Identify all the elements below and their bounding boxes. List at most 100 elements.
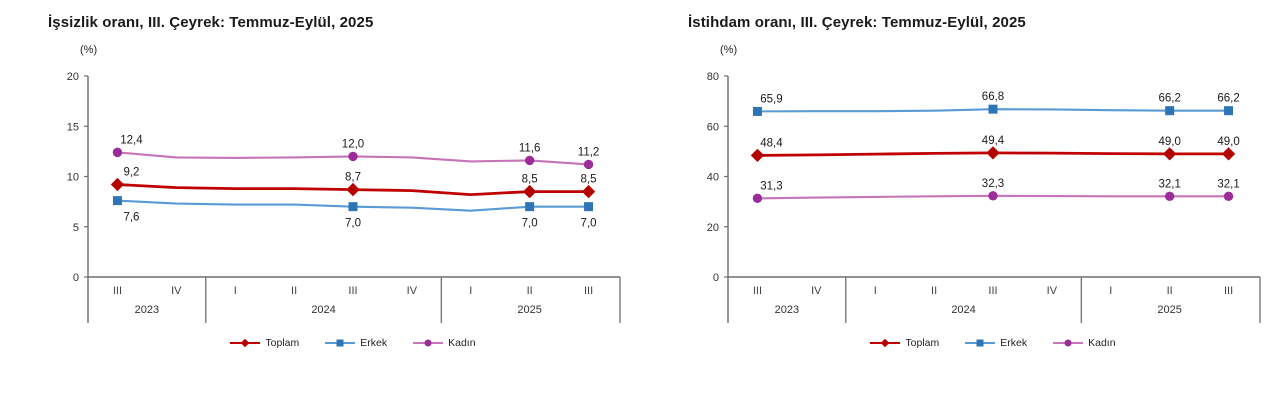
y-axis-unit-label: (%) <box>720 44 737 56</box>
data-point-kadın-label: 31,3 <box>760 180 782 192</box>
data-point-kadın-label: 11,2 <box>578 146 600 158</box>
data-point-toplam-label: 8,5 <box>522 174 538 186</box>
x-tick-label: II <box>527 285 533 297</box>
data-point-erkek-label: 7,0 <box>522 218 538 230</box>
x-tick-label: I <box>1109 285 1112 297</box>
data-point-erkek-marker <box>112 196 122 206</box>
legend-item-kadın: Kadın <box>413 337 476 349</box>
legend-label: Erkek <box>360 337 388 349</box>
data-point-toplam-label: 9,2 <box>123 167 139 179</box>
y-tick-label: 40 <box>707 172 719 184</box>
data-point-toplam-marker <box>750 148 765 163</box>
data-point-kadın-label: 32,3 <box>982 178 1004 190</box>
data-point-erkek-marker <box>525 202 535 212</box>
data-point-erkek-label: 7,0 <box>581 218 597 230</box>
data-point-erkek-marker <box>752 106 762 116</box>
y-tick-label: 0 <box>73 272 79 284</box>
diamond-marker-icon <box>881 338 890 348</box>
chart-title-unemployment: İşsizlik oranı, III. Çeyrek: Temmuz-Eylü… <box>48 14 374 31</box>
x-tick-label: I <box>874 285 877 297</box>
chart-legend: Toplam Erkek Kadın <box>728 337 1258 349</box>
x-tick-label: IV <box>407 285 418 297</box>
x-tick-label: I <box>469 285 472 297</box>
data-point-toplam-marker <box>523 184 537 199</box>
legend-circle-icon <box>1053 339 1084 347</box>
data-point-erkek-marker <box>584 202 594 212</box>
legend-item-toplam: Toplam <box>870 337 939 349</box>
year-label: 2024 <box>951 304 975 316</box>
circle-marker-icon <box>1064 339 1072 347</box>
legend-label: Kadın <box>448 337 476 349</box>
legend-item-erkek: Erkek <box>965 337 1027 349</box>
x-tick-label: IV <box>811 285 822 297</box>
data-point-toplam-label: 8,5 <box>581 174 597 186</box>
data-point-erkek-label: 66,2 <box>1158 93 1180 105</box>
employment-rate-chart: İstihdam oranı, III. Çeyrek: Temmuz-Eylü… <box>640 0 1280 405</box>
y-tick-label: 0 <box>713 272 719 284</box>
chart-title-employment: İstihdam oranı, III. Çeyrek: Temmuz-Eylü… <box>688 14 1026 31</box>
data-point-erkek-marker <box>1165 106 1175 116</box>
x-tick-label: III <box>1224 285 1233 297</box>
data-point-kadın-label: 11,6 <box>519 142 541 154</box>
data-point-kadın-marker <box>583 159 594 170</box>
legend-diamond-icon <box>230 338 261 348</box>
data-point-erkek-label: 7,6 <box>123 212 139 224</box>
data-point-kadın-marker <box>348 151 358 162</box>
y-tick-label: 5 <box>73 222 79 234</box>
chart-legend: Toplam Erkek Kadın <box>88 337 618 349</box>
y-tick-label: 80 <box>707 71 719 83</box>
data-point-kadın-label: 12,0 <box>342 138 364 150</box>
x-tick-label: I <box>234 285 237 297</box>
x-tick-label: IV <box>171 285 182 297</box>
x-tick-label: II <box>1167 285 1173 297</box>
year-label: 2023 <box>135 304 159 316</box>
data-point-erkek-marker <box>1224 106 1234 116</box>
data-point-erkek-marker <box>988 104 998 114</box>
legend-diamond-icon <box>870 338 901 348</box>
data-point-toplam-marker <box>346 182 360 197</box>
diamond-marker-icon <box>241 338 250 348</box>
data-point-erkek-label: 66,2 <box>1217 93 1239 105</box>
data-point-kadın-marker <box>988 191 998 201</box>
y-tick-label: 60 <box>707 121 719 133</box>
circle-marker-icon <box>424 339 432 347</box>
x-tick-label: II <box>291 285 297 297</box>
data-point-toplam-marker <box>986 146 1000 160</box>
data-point-kadın-marker <box>1164 191 1175 202</box>
square-marker-icon <box>976 339 984 347</box>
data-point-toplam-label: 49,4 <box>982 135 1005 147</box>
year-label: 2023 <box>775 304 799 316</box>
data-point-kadın-label: 32,1 <box>1217 178 1239 190</box>
data-point-kadın-marker <box>1223 191 1234 202</box>
data-point-toplam-label: 49,0 <box>1158 136 1180 148</box>
legend-label: Toplam <box>905 337 940 349</box>
y-tick-label: 20 <box>67 71 79 83</box>
legend-circle-icon <box>413 339 444 347</box>
data-point-erkek-marker <box>348 202 358 212</box>
data-point-toplam-label: 8,7 <box>345 172 361 184</box>
data-point-toplam-marker <box>1163 147 1177 161</box>
data-point-toplam-label: 48,4 <box>760 137 783 149</box>
data-point-erkek-label: 7,0 <box>345 218 361 230</box>
data-point-toplam-label: 49,0 <box>1217 136 1239 148</box>
y-tick-label: 20 <box>707 222 719 234</box>
data-point-erkek-label: 66,8 <box>982 91 1004 103</box>
data-point-erkek-label: 65,9 <box>760 93 782 105</box>
data-point-kadın-marker <box>752 193 763 204</box>
legend-item-kadın: Kadın <box>1053 337 1116 349</box>
data-point-kadın-label: 32,1 <box>1158 178 1180 190</box>
data-point-kadın-marker <box>524 155 535 166</box>
legend-label: Kadın <box>1088 337 1116 349</box>
y-tick-label: 10 <box>67 172 79 184</box>
year-label: 2025 <box>1157 304 1181 316</box>
x-tick-label: III <box>348 285 357 297</box>
legend-square-icon <box>965 339 996 347</box>
year-label: 2024 <box>311 304 335 316</box>
data-point-kadın-label: 12,4 <box>120 134 143 146</box>
x-tick-label: III <box>113 285 122 297</box>
legend-label: Toplam <box>265 337 300 349</box>
data-point-kadın-marker <box>112 147 123 158</box>
